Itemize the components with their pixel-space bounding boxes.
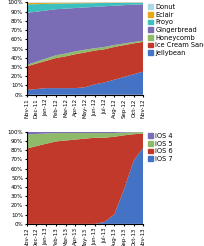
Legend: iOS 4, iOS 5, iOS 6, iOS 7: iOS 4, iOS 5, iOS 6, iOS 7 [147,133,172,162]
Legend: Donut, Eclair, Froyo, Gingerbread, Honeycomb, Ice Cream Sandwich, Jellybean: Donut, Eclair, Froyo, Gingerbread, Honey… [147,4,204,56]
